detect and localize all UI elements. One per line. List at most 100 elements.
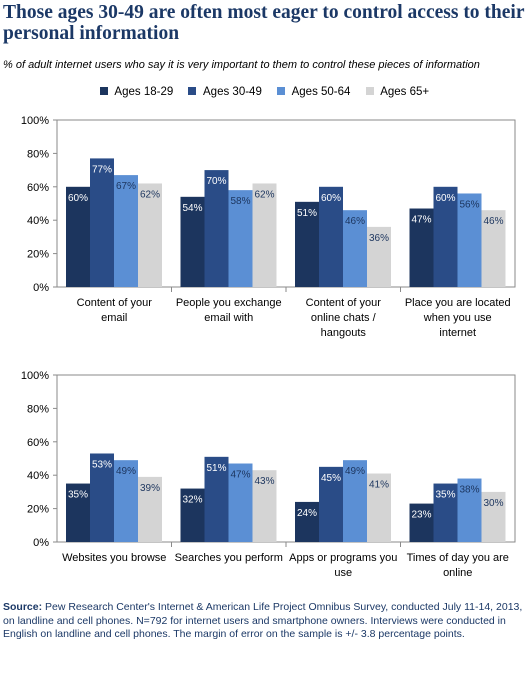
chart-title: Those ages 30-49 are often most eager to…	[3, 2, 525, 44]
bar	[66, 483, 90, 542]
bar	[457, 193, 482, 287]
bar	[433, 186, 458, 287]
legend-item-30-49: Ages 30-49	[188, 86, 262, 98]
bar	[204, 456, 229, 542]
source-text: Pew Research Center's Internet & America…	[3, 601, 523, 640]
source-label: Source:	[3, 601, 43, 613]
data-label: 43%	[254, 476, 274, 487]
data-label: 47%	[230, 470, 250, 481]
legend-item-65-plus: Ages 65+	[365, 86, 430, 98]
legend-label-50-64: Ages 50-64	[291, 86, 351, 98]
category-label: Apps or programs you	[289, 552, 397, 564]
category-label: email	[101, 312, 127, 324]
legend-label-18-29: Ages 18-29	[114, 86, 174, 98]
legend-swatch-50-64	[277, 87, 286, 95]
bar-chart-top: 0% 20% 40% 60% 80% 100% 60% 77% 67% 62% Content of…	[21, 115, 516, 339]
data-label: 45%	[321, 473, 341, 484]
bar	[433, 483, 458, 542]
y-tick-label: 20%	[27, 504, 49, 516]
data-label: 60%	[321, 193, 341, 204]
y-tick-label: 20%	[27, 249, 49, 261]
y-tick-label: 60%	[27, 437, 49, 449]
bar	[114, 460, 138, 542]
bar	[90, 453, 114, 542]
data-label: 49%	[116, 466, 136, 477]
data-label: 67%	[116, 181, 136, 192]
data-label: 32%	[182, 495, 202, 506]
legend: Ages 18-29 Ages 30-49 Ages 50-64 Ages 65…	[0, 86, 529, 98]
data-label: 47%	[411, 215, 431, 226]
bar	[319, 186, 343, 287]
category-label: People you exchange	[176, 297, 282, 309]
category-label: Times of day you are	[407, 552, 509, 564]
y-tick-label: 80%	[27, 148, 49, 160]
bar	[252, 470, 277, 542]
bar	[295, 501, 319, 542]
legend-swatch-18-29	[99, 87, 108, 95]
data-label: 30%	[483, 498, 503, 509]
bar	[343, 210, 367, 287]
bar-chart-bottom: 0% 20% 40% 60% 80% 100% 35% 53% 49% 39% Websites y…	[21, 370, 516, 579]
bar	[180, 196, 205, 287]
category-label: online chats /	[311, 312, 377, 324]
bar	[343, 460, 367, 542]
legend-swatch-65-plus	[365, 87, 374, 95]
category-label: internet	[439, 327, 476, 339]
category-label: hangouts	[321, 327, 367, 339]
bar	[481, 491, 506, 542]
data-label: 35%	[435, 490, 455, 501]
data-label: 38%	[459, 485, 479, 496]
bar	[138, 476, 162, 542]
bar	[409, 503, 434, 542]
data-label: 23%	[411, 510, 431, 521]
data-label: 60%	[68, 193, 88, 204]
bar	[228, 463, 253, 542]
y-tick-label: 100%	[21, 370, 49, 382]
y-tick-label: 40%	[27, 470, 49, 482]
data-label: 24%	[297, 508, 317, 519]
category-label: Place you are located	[405, 297, 511, 309]
bar	[90, 158, 114, 287]
bar	[457, 478, 482, 542]
legend-swatch-30-49	[188, 87, 197, 95]
y-tick-label: 0%	[33, 537, 49, 549]
data-label: 56%	[459, 199, 479, 210]
legend-item-50-64: Ages 50-64	[277, 86, 350, 98]
legend-label-30-49: Ages 30-49	[203, 86, 262, 98]
bar	[66, 186, 90, 287]
bar	[114, 175, 138, 287]
category-label: when you use	[423, 312, 492, 324]
data-label: 51%	[206, 463, 226, 474]
bar	[252, 183, 277, 287]
category-label: Websites you browse	[62, 552, 166, 564]
data-label: 41%	[369, 480, 389, 491]
category-label: Content of your	[77, 297, 153, 309]
category-label: email with	[204, 312, 253, 324]
data-label: 46%	[483, 216, 503, 227]
data-label: 62%	[140, 189, 160, 200]
data-label: 35%	[68, 490, 88, 501]
data-label: 36%	[369, 233, 389, 244]
category-label: online	[443, 567, 472, 579]
legend-label-65-plus: Ages 65+	[380, 86, 430, 98]
y-tick-label: 40%	[27, 215, 49, 227]
bar	[228, 190, 253, 287]
legend-item-18-29: Ages 18-29	[99, 86, 174, 98]
data-label: 58%	[230, 196, 250, 207]
category-label: use	[334, 567, 352, 579]
chart-subtitle: % of adult internet users who say it is …	[3, 59, 480, 71]
data-label: 54%	[182, 203, 202, 214]
bar	[138, 183, 162, 287]
y-tick-label: 100%	[21, 115, 49, 127]
y-tick-label: 80%	[27, 403, 49, 415]
bar	[180, 488, 205, 542]
bar	[204, 170, 229, 287]
bar	[367, 473, 391, 542]
data-label: 39%	[140, 483, 160, 494]
bar	[367, 226, 391, 287]
bar	[409, 208, 434, 287]
data-label: 77%	[92, 164, 112, 175]
data-label: 62%	[254, 189, 274, 200]
category-label: Content of your	[306, 297, 382, 309]
data-label: 51%	[297, 208, 317, 219]
